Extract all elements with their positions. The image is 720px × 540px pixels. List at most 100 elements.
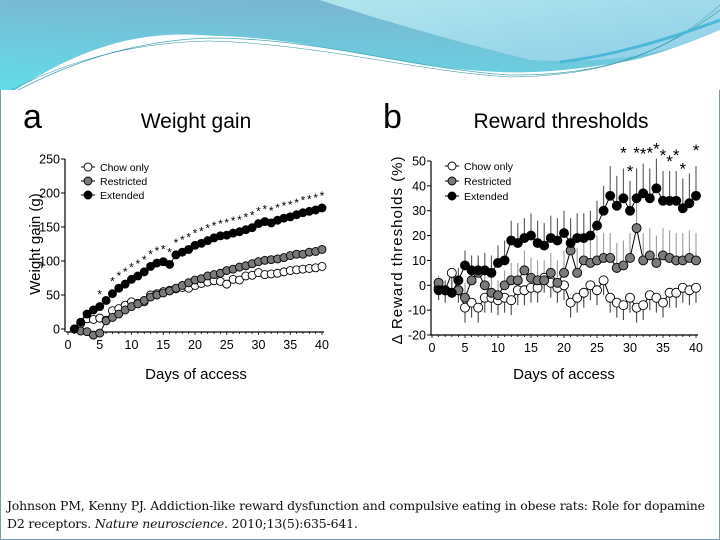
data-point-restricted — [479, 280, 490, 291]
data-point-extended — [611, 200, 622, 211]
legend-label: Extended — [464, 191, 509, 203]
data-point-extended — [139, 267, 149, 277]
header-wave-decoration — [0, 0, 720, 90]
x-tick-label: 30 — [252, 338, 266, 352]
data-point-extended — [133, 271, 143, 281]
significance-star: * — [633, 143, 640, 162]
data-point-chow-only — [446, 267, 457, 278]
data-point-restricted — [466, 275, 477, 286]
y-tick-label: -10 — [408, 304, 426, 318]
data-point-restricted — [691, 255, 701, 266]
data-point-restricted — [317, 244, 327, 254]
data-point-extended — [671, 195, 682, 206]
panel-label-b: b — [383, 98, 402, 136]
significance-star: * — [224, 216, 229, 230]
x-tick-label: 25 — [590, 341, 604, 355]
significance-star: * — [640, 144, 647, 163]
data-point-extended — [644, 193, 655, 204]
data-point-restricted — [651, 257, 662, 268]
significance-star: * — [116, 269, 121, 283]
legend-marker — [447, 176, 457, 186]
chart-reward-thresholds: b Reward thresholds Δ Reward thresholds … — [383, 98, 703, 383]
data-point-extended — [677, 203, 688, 214]
significance-star: * — [294, 196, 299, 210]
data-point-chow-only — [572, 292, 583, 303]
series-line-restricted — [438, 227, 697, 299]
data-point-extended — [499, 255, 510, 266]
chart-b-xlabel: Days of access — [513, 366, 615, 383]
data-point-extended — [526, 230, 536, 241]
data-point-extended — [247, 223, 257, 233]
y-tick-label: 30 — [412, 204, 426, 218]
chart-b-title: Reward thresholds — [473, 110, 648, 133]
data-point-restricted — [625, 252, 635, 263]
x-tick-label: 10 — [125, 338, 139, 352]
significance-star: * — [673, 146, 680, 165]
data-point-extended — [638, 188, 649, 199]
data-point-extended — [559, 228, 569, 239]
significance-star: * — [205, 222, 210, 236]
data-point-chow-only — [473, 302, 484, 313]
data-point-extended — [95, 302, 105, 312]
data-point-restricted — [512, 275, 523, 286]
x-tick-label: 35 — [656, 341, 670, 355]
significance-star: * — [142, 253, 147, 267]
significance-star: * — [148, 247, 153, 261]
data-point-chow-only — [506, 295, 517, 306]
x-tick-label: 20 — [557, 341, 571, 355]
significance-star: * — [660, 146, 667, 165]
significance-star: * — [212, 219, 217, 233]
legend-marker — [83, 190, 93, 200]
x-tick-label: 0 — [429, 341, 436, 355]
citation-authors-title: Johnson PM, Kenny PJ. Addiction-like rew… — [7, 498, 705, 531]
legend-label: Restricted — [464, 176, 511, 188]
data-point-restricted — [95, 328, 105, 338]
significance-star: * — [110, 275, 115, 289]
significance-star: * — [155, 244, 160, 258]
data-point-extended — [631, 193, 642, 204]
significance-star: * — [679, 159, 686, 178]
significance-star: * — [313, 191, 318, 205]
data-point-extended — [552, 235, 563, 246]
significance-star: * — [97, 288, 102, 302]
citation-journal: Nature neuroscience. — [94, 515, 228, 531]
data-point-extended — [618, 193, 629, 204]
data-point-extended — [317, 203, 327, 213]
significance-star: * — [320, 189, 325, 203]
significance-star: * — [627, 162, 634, 181]
data-point-restricted — [605, 252, 616, 263]
significance-star: * — [199, 224, 204, 238]
data-point-extended — [69, 324, 79, 334]
data-point-extended — [120, 279, 130, 289]
data-point-restricted — [499, 280, 510, 291]
data-point-extended — [107, 289, 117, 299]
data-point-chow-only — [691, 282, 701, 293]
legend-marker — [83, 176, 93, 186]
significance-star: * — [218, 217, 223, 231]
data-point-restricted — [638, 255, 649, 266]
data-point-extended — [82, 309, 92, 319]
data-point-extended — [585, 230, 596, 241]
legend-label: Restricted — [100, 176, 147, 188]
data-point-chow-only — [605, 292, 616, 303]
x-tick-label: 10 — [491, 341, 505, 355]
y-tick-label: 100 — [39, 255, 60, 269]
legend-marker — [447, 161, 457, 171]
data-point-chow-only — [651, 292, 662, 303]
significance-star: * — [693, 141, 700, 160]
significance-star: * — [282, 199, 287, 213]
data-point-chow-only — [585, 280, 596, 291]
data-point-restricted — [114, 309, 124, 319]
data-point-chow-only — [638, 300, 649, 311]
data-point-extended — [76, 317, 86, 327]
significance-star: * — [167, 245, 172, 259]
y-tick-label: 0 — [53, 323, 60, 337]
x-tick-label: 15 — [524, 341, 538, 355]
data-point-chow-only — [466, 297, 477, 308]
significance-star: * — [123, 265, 128, 279]
data-point-chow-only — [234, 275, 244, 285]
significance-star: * — [193, 226, 198, 240]
y-tick-label: -20 — [408, 329, 426, 343]
significance-star: * — [231, 214, 236, 228]
data-point-extended — [625, 205, 635, 216]
